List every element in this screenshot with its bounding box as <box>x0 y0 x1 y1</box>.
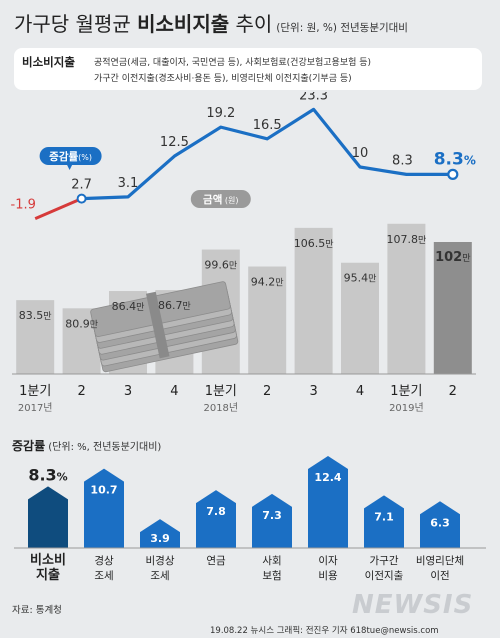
rate-label: 23.3 <box>299 92 328 103</box>
category-label: 4 <box>356 384 364 399</box>
rate-label: 2.7 <box>71 178 92 193</box>
money-stack-icon <box>90 281 239 373</box>
amount-label: 86.4만 <box>112 300 145 313</box>
amount-label: 95.4만 <box>344 272 377 285</box>
rate-line-segment <box>34 197 83 220</box>
amount-label: 80.9만 <box>65 317 98 330</box>
category-label: 1분기 <box>205 384 237 399</box>
rate-value-label: 12.4 <box>314 471 341 484</box>
money-band <box>145 291 170 359</box>
source-note: 자료: 통계청 <box>12 605 62 616</box>
category-label: 3 <box>309 384 317 399</box>
category-label: 2 <box>77 384 85 399</box>
amount-bar <box>248 266 287 374</box>
rate-category-label: 조세 <box>94 570 113 582</box>
rate-category-label: 비용 <box>318 570 338 582</box>
rate-value-label: 10.7 <box>90 484 117 497</box>
rate-series-label: 증감률(%) <box>49 151 92 163</box>
rate-label: 8.3 <box>392 153 413 168</box>
amount-bar <box>16 300 55 374</box>
amount-bar <box>387 223 426 374</box>
amount-label: 106.5만 <box>294 237 334 250</box>
page-title: 가구당 월평균 비소비지출 추이 (단위: 원, %) 전년동분기대비 <box>14 8 408 37</box>
category-label: 1분기 <box>390 384 422 399</box>
year-label: 2019년 <box>389 402 424 414</box>
title-suffix: 추이 <box>229 12 273 36</box>
rate-label: 3.1 <box>118 176 139 191</box>
rate-label: 16.5 <box>253 118 282 133</box>
rate-point <box>447 168 459 180</box>
rate-label: 19.2 <box>206 106 235 121</box>
rate-arrow-bar <box>140 519 180 548</box>
rate-category-label: 경상 <box>94 554 114 567</box>
definition-line-2: 가구간 이전지출(경조사비·용돈 등), 비영리단체 이전지출(기부금 등) <box>94 74 352 84</box>
rate-category-label: 비경상 <box>146 554 175 567</box>
amount-bar <box>433 242 472 374</box>
rate-arrow-bar <box>196 490 236 548</box>
rate-category-label: 이자 <box>318 555 338 567</box>
rate-value-label: 7.1 <box>374 510 394 523</box>
newsis-logo: NEWSIS <box>352 590 474 620</box>
amount-label: 107.8만 <box>387 233 427 246</box>
title-bold: 비소비지출 <box>137 12 230 36</box>
rate-arrow-bar <box>252 493 292 548</box>
amount-label: 83.5만 <box>19 309 52 322</box>
rate-category-label: 가구간 <box>370 555 399 567</box>
rate-category-label: 사회 <box>262 555 281 567</box>
definition-box: 비소비지출 공적연금(세금, 대출이자, 국민연금 등), 사회보험료(건강보험… <box>14 48 482 90</box>
title-prefix: 가구당 월평균 <box>14 12 138 36</box>
rate-value-label: 6.3 <box>430 516 450 529</box>
category-label: 2 <box>263 384 271 399</box>
rate-category-label: 조세 <box>150 570 169 582</box>
rate-category-label: 지출 <box>36 567 60 583</box>
definition-line-1: 공적연금(세금, 대출이자, 국민연금 등), 사회보험료(건강보험고용보험 등… <box>94 58 372 68</box>
rate-category-label: 이전지출 <box>365 570 404 582</box>
category-label: 1분기 <box>19 384 51 399</box>
year-label: 2017년 <box>18 402 53 414</box>
rate-category-label: 이전 <box>430 570 449 582</box>
rate-label: 10 <box>352 146 369 161</box>
banknote <box>90 281 231 338</box>
rate-label: 8.3% <box>434 149 476 169</box>
category-label: 2 <box>449 384 457 399</box>
category-label: 4 <box>170 384 178 399</box>
rate-series-badge <box>39 147 102 165</box>
rate-arrow-bar <box>308 456 348 548</box>
amount-label: 99.6만 <box>204 259 237 272</box>
amount-bar <box>341 262 379 374</box>
rate-value-label: 3.9 <box>150 532 170 545</box>
rate-category-label: 비영리단체 <box>416 555 464 567</box>
definition-label: 비소비지출 <box>22 55 75 69</box>
amount-series-badge <box>190 190 251 208</box>
rate-arrow-bar <box>84 468 124 548</box>
credit-note: 19.08.22 뉴시스 그래픽: 전진우 기자 618tue@newsis.c… <box>210 626 439 636</box>
rate-value-label: 8.3% <box>28 465 67 484</box>
amount-label: 102만 <box>435 250 470 265</box>
category-label: 3 <box>124 384 132 399</box>
rate-point <box>76 193 87 204</box>
rate-label: 12.5 <box>160 135 189 150</box>
title-unit: (단위: 원, %) 전년동분기대비 <box>276 22 408 34</box>
rate-badge-pointer <box>66 164 73 170</box>
rate-category-label: 보험 <box>262 570 281 582</box>
amount-bar <box>294 227 333 374</box>
rate-line <box>81 107 453 201</box>
amount-label: 86.7만 <box>158 299 191 312</box>
rate-label: -1.9 <box>11 198 36 213</box>
rate-category-label: 비소비 <box>30 553 66 568</box>
rate-arrow-bar <box>364 495 404 548</box>
amount-label: 94.2만 <box>251 276 284 289</box>
rate-category-label: 연금 <box>206 555 226 567</box>
year-label: 2018년 <box>203 402 238 414</box>
rate-value-label: 7.3 <box>262 509 282 522</box>
rate-arrow-bar <box>28 486 68 548</box>
rate-chart-title: 증감률 (단위: %, 전년동분기대비) <box>12 438 161 453</box>
main-chart: 83.5만 80.9만 86.4만 86.7만 99.6만 94.2만 106.5만 95.4… <box>11 92 476 414</box>
amount-series-label: 금액 (원) <box>203 194 238 206</box>
rate-value-label: 7.8 <box>206 505 226 518</box>
rate-arrow-bar <box>420 501 460 548</box>
